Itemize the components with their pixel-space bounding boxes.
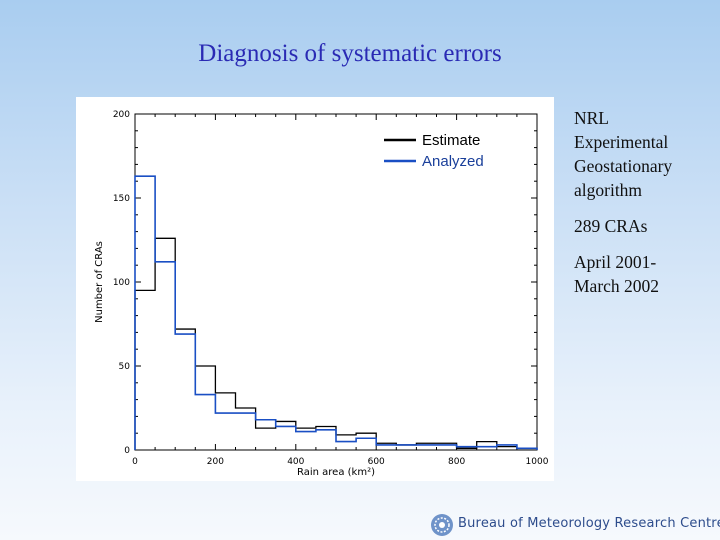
histogram-chart: 0 200 400 600 800 1000 0 50 100 150 200 Rain area (… [76, 97, 554, 481]
series-analyzed-steps [134, 175, 538, 450]
x-tick-label: 800 [448, 457, 465, 467]
footer-logo: Bureau of Meteorology Research Centre [430, 512, 720, 538]
y-tick-label: 0 [124, 446, 130, 456]
note-period: April 2001- March 2002 [574, 252, 660, 296]
y-tick-label: 100 [113, 278, 130, 288]
x-tick-label: 0 [132, 457, 138, 467]
footer-org-name: Bureau of Meteorology Research Centre [458, 516, 720, 531]
note-cra-count: 289 CRAs [574, 216, 648, 236]
x-tick-label: 600 [368, 457, 385, 467]
histogram-svg: 0 200 400 600 800 1000 0 50 100 150 200 Rain area (… [94, 110, 549, 478]
bureau-logo-icon [431, 514, 453, 536]
note-algorithm: NRL Experimental Geostationary algorithm [574, 108, 673, 200]
slide-title: Diagnosis of systematic errors [198, 40, 502, 67]
x-tick-label: 400 [287, 457, 304, 467]
y-tick-label: 150 [113, 194, 130, 204]
x-axis-label: Rain area (km²) [297, 467, 375, 478]
y-tick-label: 50 [119, 362, 131, 372]
x-tick-label: 1000 [526, 457, 549, 467]
side-notes: NRL Experimental Geostationary algorithm… [574, 106, 714, 310]
y-axis-label: Number of CRAs [94, 241, 105, 323]
legend-label-estimate: Estimate [422, 132, 480, 149]
legend-label-analyzed: Analyzed [422, 153, 484, 170]
x-tick-label: 200 [207, 457, 224, 467]
y-tick-label: 200 [113, 110, 130, 120]
